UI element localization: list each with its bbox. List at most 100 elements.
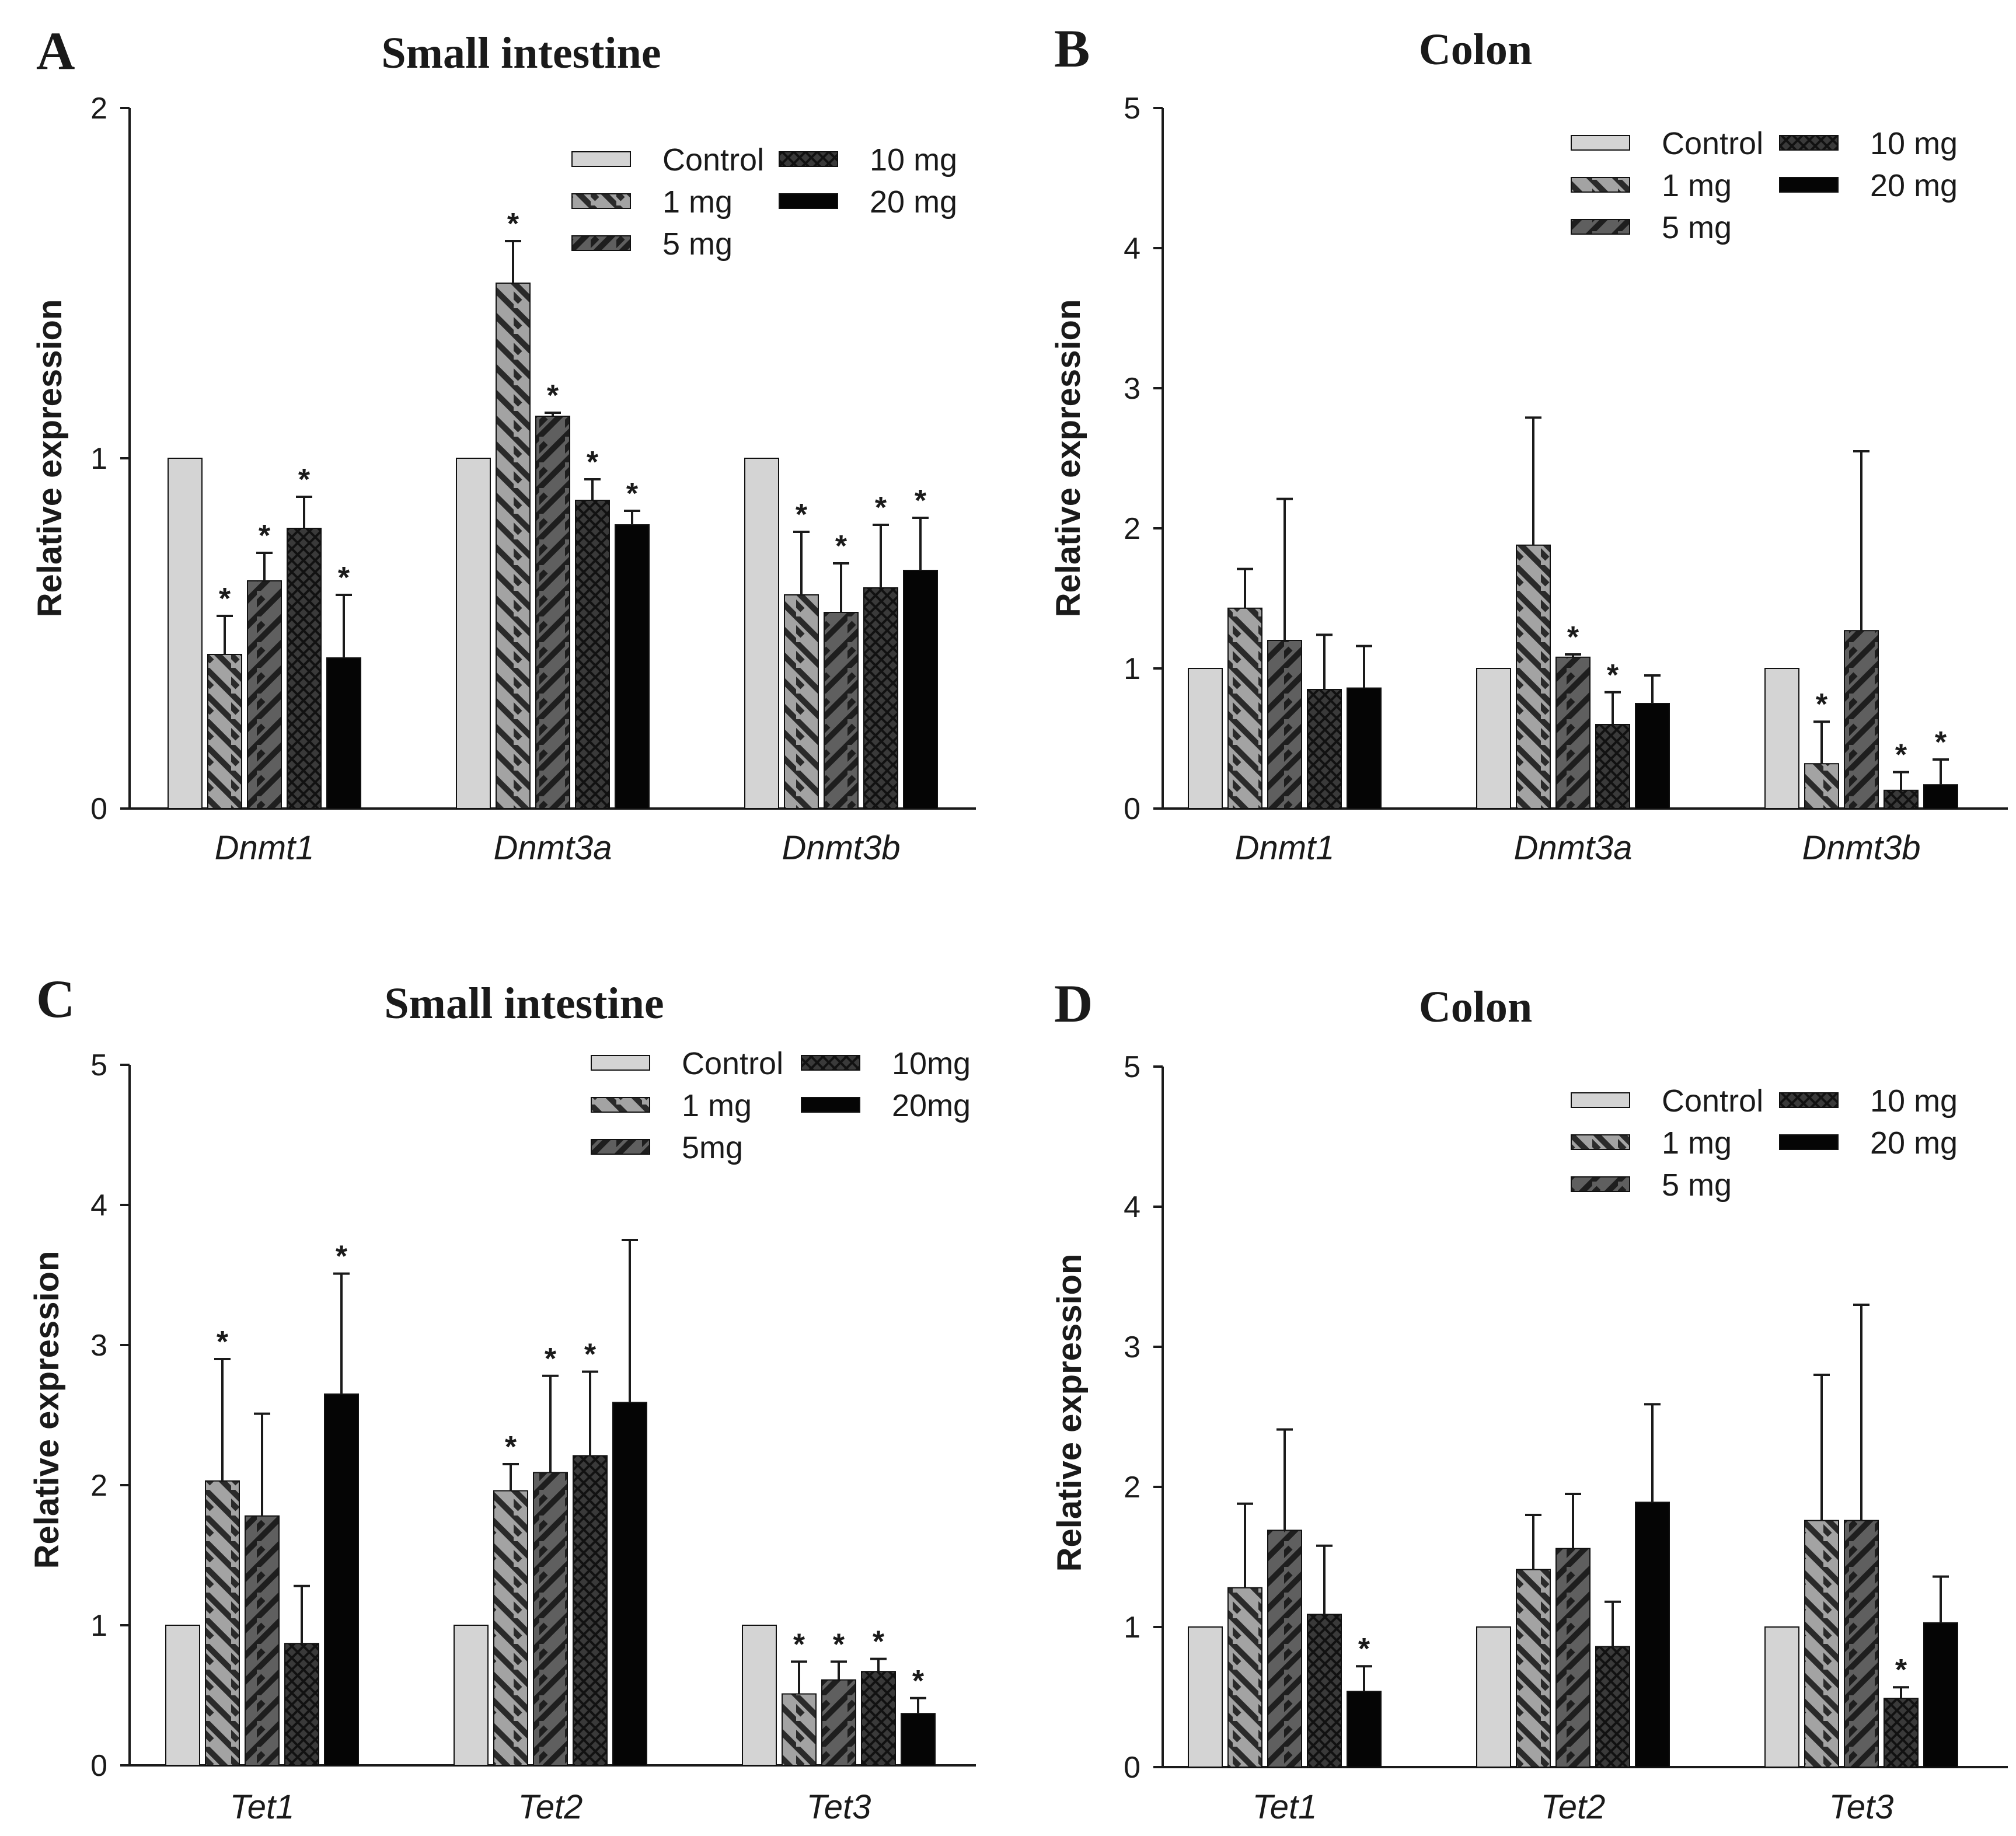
panel-a-y-label: Relative expression xyxy=(31,299,69,618)
p3-bar-tet3-control xyxy=(1764,1626,1799,1768)
p0-significance-star: * xyxy=(507,207,519,241)
p2-legend-label: Control xyxy=(682,1046,783,1081)
p2-y-tick-label: 1 xyxy=(90,1609,107,1643)
p0-y-tick-label: 2 xyxy=(90,92,107,126)
p0-bar-dnmt1-5-mg xyxy=(247,580,282,809)
p3-legend-swatch xyxy=(1571,1176,1630,1192)
p0-bar-dnmt1-20-mg xyxy=(326,657,361,809)
p3-category-label: Tet3 xyxy=(1829,1788,1894,1826)
p2-legend-label: 5mg xyxy=(682,1130,743,1165)
p1-bar-dnmt3a-1-mg xyxy=(1516,544,1551,809)
p1-bar-dnmt1-control xyxy=(1188,668,1223,809)
p3-category-label: Tet1 xyxy=(1253,1788,1317,1826)
p1-bar-dnmt3b-1-mg xyxy=(1804,763,1839,809)
p2-y-tick-label: 3 xyxy=(90,1329,107,1363)
p0-significance-star: * xyxy=(298,463,311,497)
p2-category-label: Tet1 xyxy=(230,1788,295,1826)
panel-b-letter: B xyxy=(1054,19,1090,78)
p0-significance-star: * xyxy=(915,484,927,518)
p3-legend-label: 10 mg xyxy=(1870,1084,1958,1119)
p2-y-tick-label: 4 xyxy=(90,1189,107,1222)
p0-significance-star: * xyxy=(587,445,599,479)
p1-significance-star: * xyxy=(1607,659,1619,692)
p1-bar-dnmt3a-10-mg xyxy=(1595,724,1630,809)
p0-bar-dnmt3a-1-mg xyxy=(496,283,531,809)
p2-significance-star: * xyxy=(793,1628,805,1661)
p1-category-label: Dnmt3b xyxy=(1802,829,1920,867)
p2-legend-swatch xyxy=(801,1055,860,1071)
p0-significance-star: * xyxy=(626,477,639,511)
p1-y-tick-label: 5 xyxy=(1124,92,1140,126)
p1-legend-swatch xyxy=(1779,135,1839,151)
p0-bar-dnmt3b-10-mg xyxy=(863,587,898,809)
p2-legend-swatch xyxy=(591,1055,650,1071)
p2-bar-tet3-10-mg xyxy=(861,1671,896,1766)
p1-legend-swatch xyxy=(1571,135,1630,151)
p2-significance-star: * xyxy=(505,1430,517,1464)
p2-significance-star: * xyxy=(833,1628,845,1661)
p2-significance-star: * xyxy=(873,1625,885,1659)
p2-bar-tet2-control xyxy=(454,1625,489,1766)
p1-legend-swatch xyxy=(1779,177,1839,193)
p3-legend-swatch xyxy=(1571,1134,1630,1150)
p0-category-label: Dnmt1 xyxy=(215,829,315,867)
p1-legend-swatch xyxy=(1571,177,1630,193)
p1-y-tick-label: 3 xyxy=(1124,372,1140,406)
p2-bar-tet3-5-mg xyxy=(821,1679,856,1767)
panel-b-plot: 0 1 2 3 4 5 * * * * * Dnmt1 Dnmt3a Dnmt3b Control 1 mg 5… xyxy=(1124,92,2008,867)
p0-legend-swatch xyxy=(779,193,838,209)
p1-category-label: Dnmt1 xyxy=(1235,829,1335,867)
p1-bar-dnmt1-5-mg xyxy=(1267,640,1302,809)
p3-bar-tet1-5-mg xyxy=(1267,1530,1302,1768)
p2-significance-star: * xyxy=(912,1664,925,1698)
p3-legend-label: 1 mg xyxy=(1662,1126,1732,1161)
p2-bar-tet1-10-mg xyxy=(284,1643,319,1766)
p0-bar-dnmt3b-5-mg xyxy=(824,612,859,809)
p3-y-tick-label: 2 xyxy=(1124,1471,1140,1504)
p3-legend-swatch xyxy=(1571,1092,1630,1108)
p3-bar-tet3-1-mg xyxy=(1804,1520,1839,1768)
p3-legend-label: 20 mg xyxy=(1870,1126,1958,1161)
p2-bar-tet3-20-mg xyxy=(901,1713,936,1766)
p3-category-label: Tet2 xyxy=(1541,1788,1606,1826)
p2-legend-swatch xyxy=(591,1139,650,1155)
p3-y-tick-label: 5 xyxy=(1124,1050,1140,1084)
p3-bar-tet2-control xyxy=(1476,1626,1511,1768)
p2-legend-swatch xyxy=(591,1097,650,1113)
p2-legend-label: 1 mg xyxy=(682,1088,752,1123)
p1-bar-dnmt3a-5-mg xyxy=(1555,656,1591,810)
p3-bar-tet2-1-mg xyxy=(1516,1569,1551,1768)
p2-bar-tet3-1-mg xyxy=(782,1693,817,1767)
p1-bar-dnmt3a-20-mg xyxy=(1635,703,1670,809)
p1-bar-dnmt3b-20-mg xyxy=(1923,784,1958,809)
p0-legend-label: 1 mg xyxy=(662,184,733,220)
p2-bar-tet1-1-mg xyxy=(205,1480,240,1767)
p3-significance-star: * xyxy=(1358,1632,1370,1666)
p3-bar-tet2-10-mg xyxy=(1595,1646,1630,1768)
p1-y-tick-label: 1 xyxy=(1124,652,1140,686)
p3-y-tick-label: 4 xyxy=(1124,1190,1140,1224)
p3-bar-tet3-5-mg xyxy=(1844,1520,1879,1768)
panel-d: D Colon Relative expression 0 1 2 3 4 5 * * Tet1… xyxy=(1051,974,2008,1826)
p3-bar-tet1-control xyxy=(1188,1626,1223,1768)
p1-legend-label: 10 mg xyxy=(1870,126,1958,161)
p0-bar-dnmt1-control xyxy=(168,458,203,809)
p3-bar-tet3-20-mg xyxy=(1923,1622,1958,1768)
p2-bar-tet2-10-mg xyxy=(573,1455,608,1767)
p2-bar-tet1-20-mg xyxy=(324,1393,359,1766)
p1-y-tick-label: 2 xyxy=(1124,512,1140,546)
p0-significance-star: * xyxy=(259,519,271,553)
p0-legend-label: 10 mg xyxy=(870,142,957,177)
p0-bar-dnmt1-10-mg xyxy=(287,528,322,809)
p0-significance-star: * xyxy=(219,582,231,616)
panel-a-letter: A xyxy=(36,21,75,81)
panel-b-y-label: Relative expression xyxy=(1049,299,1087,618)
p0-legend-label: 5 mg xyxy=(662,227,733,262)
p1-y-tick-label: 0 xyxy=(1124,792,1140,826)
p1-bar-dnmt1-1-mg xyxy=(1227,607,1262,810)
p1-bar-dnmt3b-5-mg xyxy=(1844,630,1879,809)
p2-bar-tet2-5-mg xyxy=(533,1472,568,1766)
p1-bar-dnmt3b-10-mg xyxy=(1884,789,1919,810)
panel-a-plot: 0 1 2 * * * * * * * * * * * * Dnmt1 Dnmt3a Dnmt3b Control 1… xyxy=(90,92,976,867)
p3-bar-tet1-20-mg xyxy=(1347,1691,1382,1768)
